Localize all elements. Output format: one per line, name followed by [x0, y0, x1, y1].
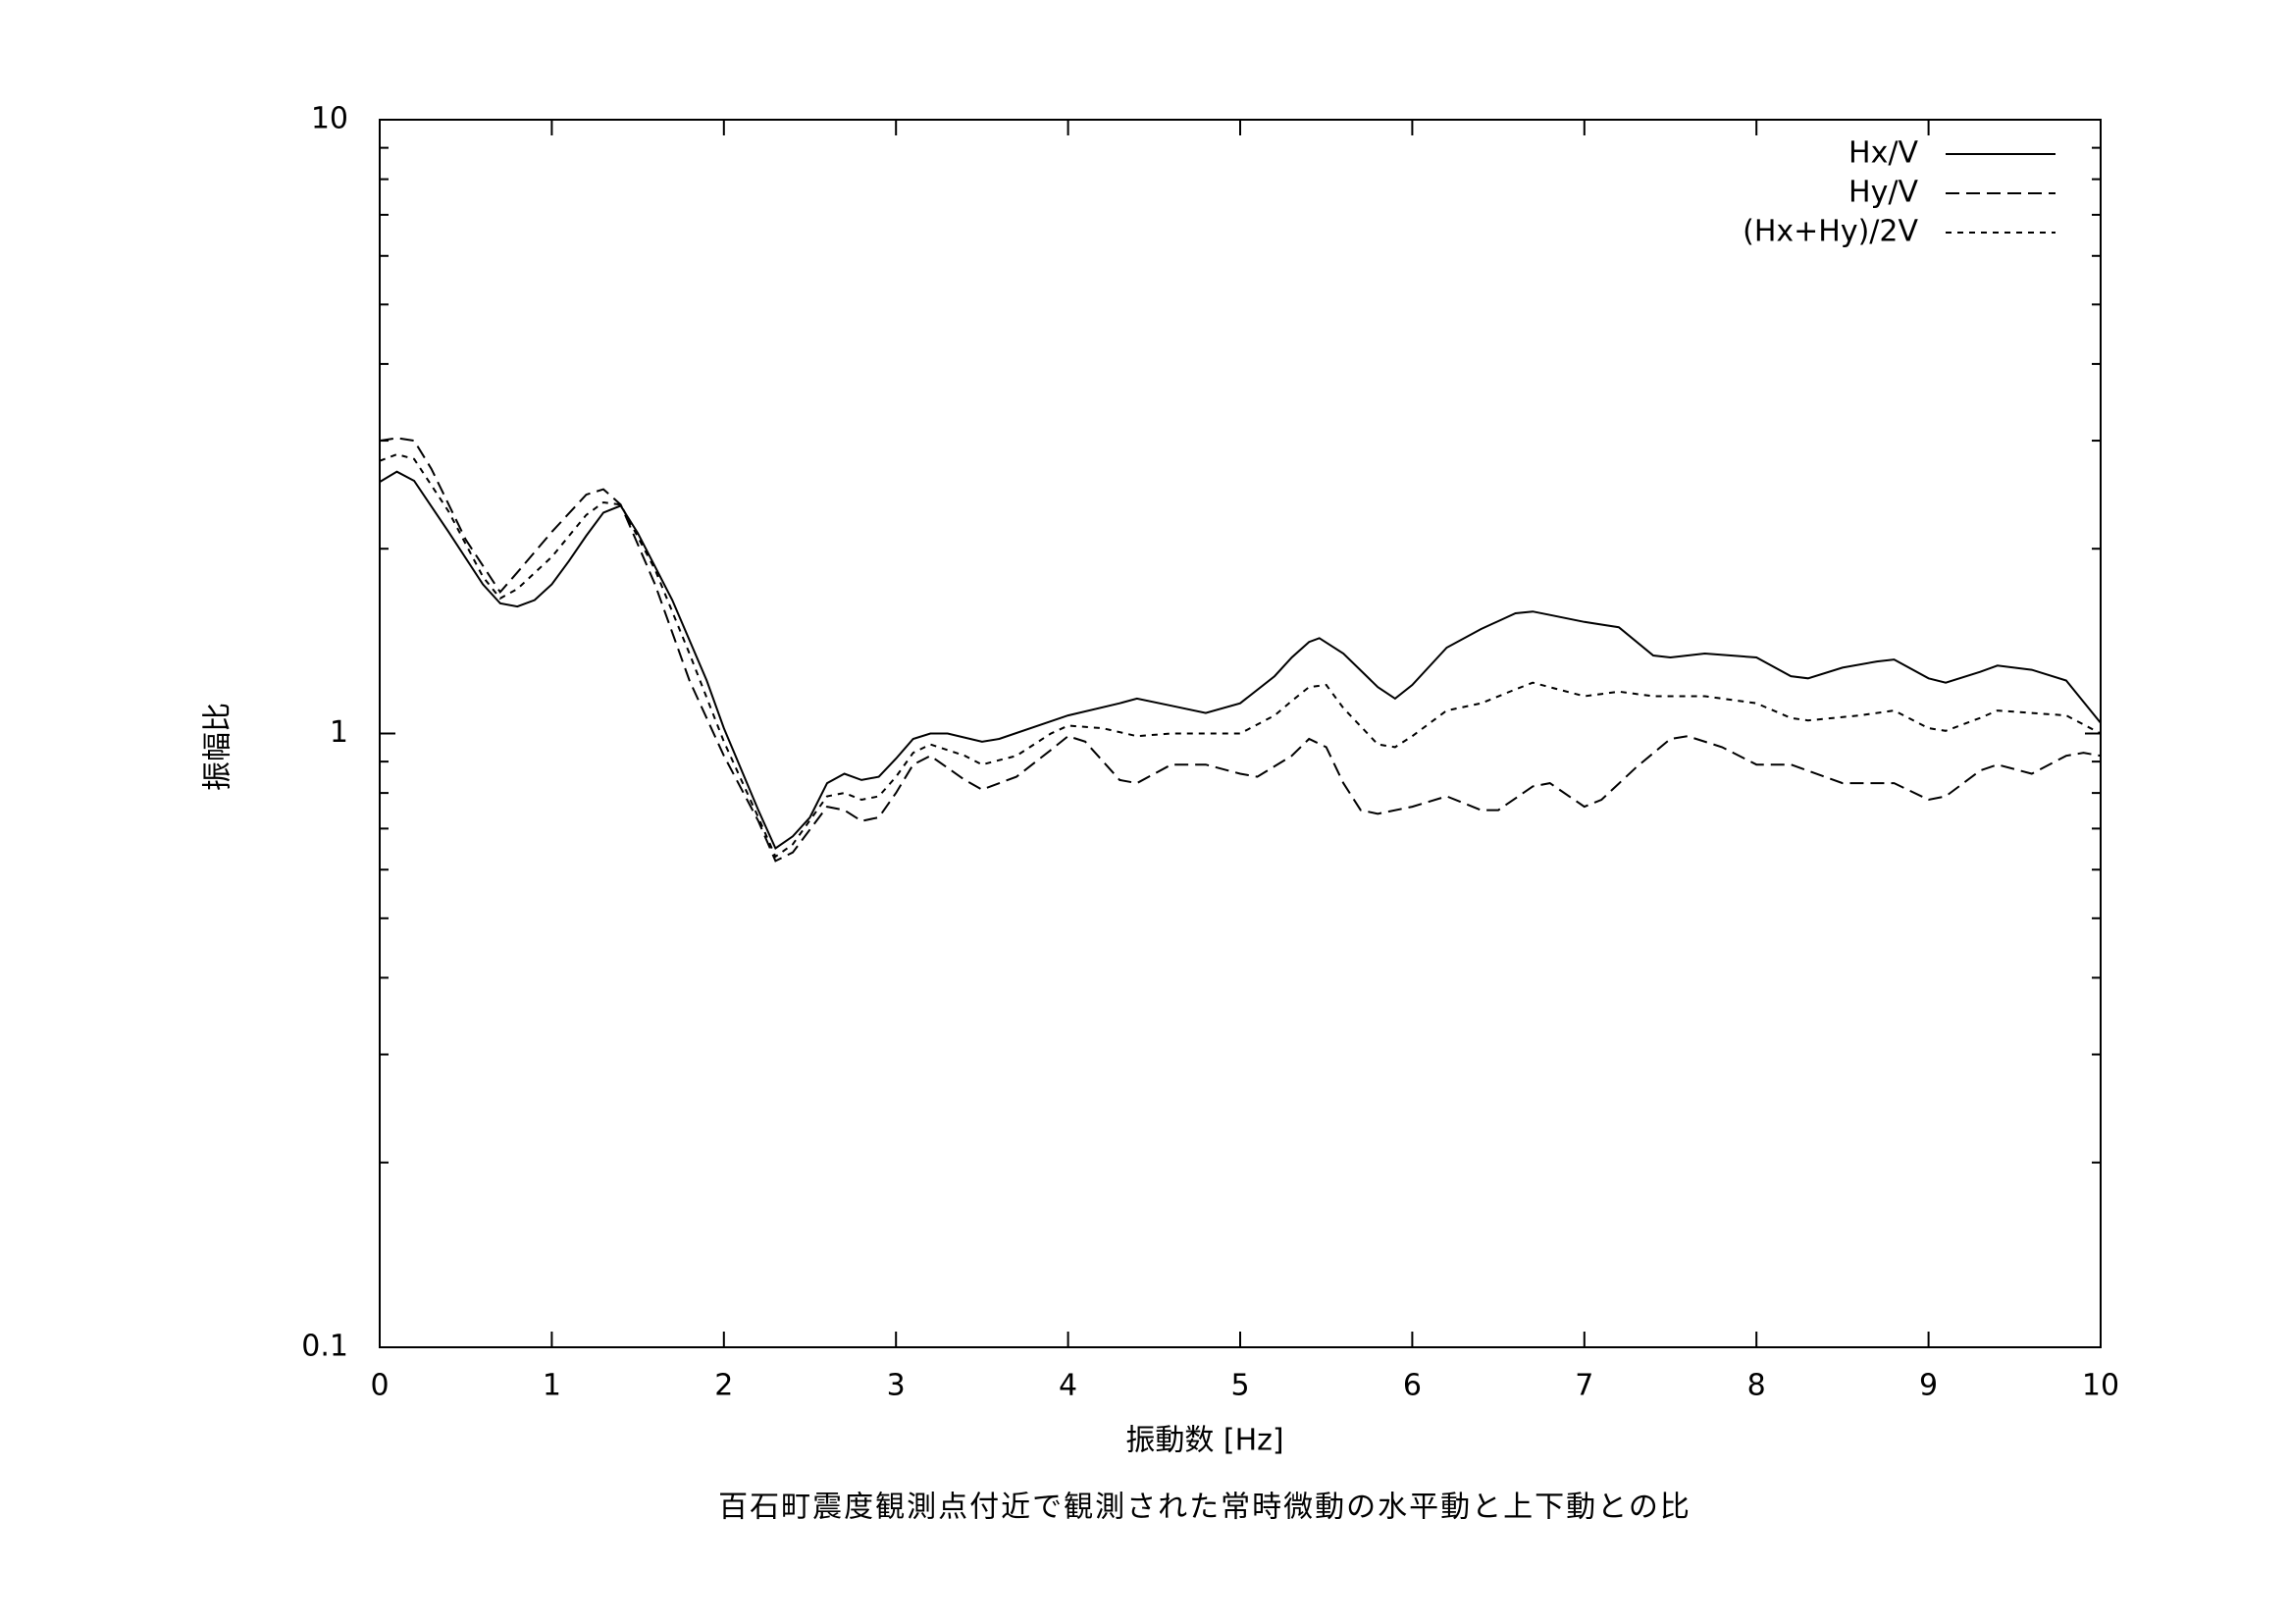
x-tick-label: 10 — [2082, 1369, 2119, 1403]
y-axis-label: 振幅比 — [201, 703, 235, 791]
series-line — [379, 452, 2102, 859]
x-tick-label: 5 — [1230, 1369, 1249, 1403]
x-tick-label: 3 — [887, 1369, 906, 1403]
x-tick-label: 9 — [1919, 1369, 1938, 1403]
x-tick-label: 1 — [543, 1369, 561, 1403]
plot-frame — [379, 119, 2102, 1348]
series-line — [379, 437, 2102, 863]
legend-label: Hx/V — [1848, 136, 1918, 171]
x-tick-label: 7 — [1575, 1369, 1593, 1403]
x-tick-label: 0 — [370, 1369, 389, 1403]
legend-label: (Hx+Hy)/2V — [1743, 215, 1918, 249]
x-tick-label: 4 — [1059, 1369, 1077, 1403]
y-tick-label: 0.1 — [301, 1330, 348, 1364]
x-tick-label: 6 — [1403, 1369, 1422, 1403]
legend-label: Hy/V — [1848, 176, 1918, 210]
x-axis-label: 振動数 [Hz] — [1125, 1424, 1283, 1458]
series-line — [379, 470, 2102, 851]
x-tick-label: 2 — [714, 1369, 733, 1403]
y-tick-label: 1 — [330, 715, 348, 750]
x-tick-label: 8 — [1747, 1369, 1766, 1403]
y-tick-label: 10 — [311, 102, 348, 136]
chart-title: 百石町震度観測点付近で観測された常時微動の水平動と上下動との比 — [718, 1491, 1691, 1525]
